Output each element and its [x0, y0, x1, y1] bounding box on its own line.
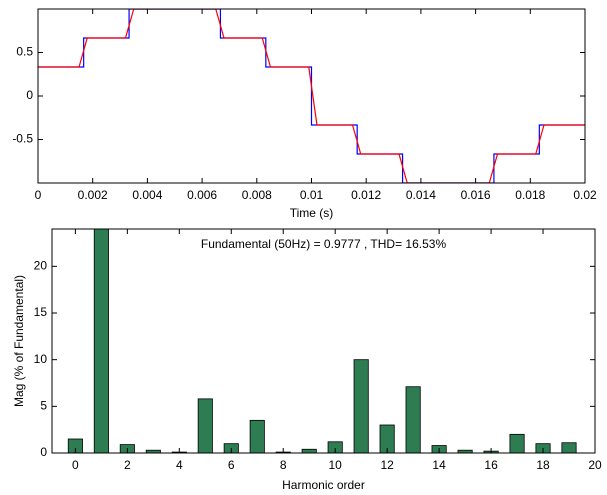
x-tick-label: 0.004: [132, 188, 162, 202]
bar: [301, 448, 317, 453]
x-tick-label: 0.014: [406, 188, 436, 202]
x-tick-label: 16: [484, 458, 498, 472]
line-series: [38, 9, 585, 183]
x-tick-label: 8: [280, 458, 287, 472]
bar: [353, 359, 369, 453]
x-tick-label: 14: [432, 458, 446, 472]
x-tick-label: 0.018: [515, 188, 545, 202]
y-tick-label: 15: [34, 305, 48, 319]
bar: [67, 438, 83, 453]
x-tick-label: 10: [329, 458, 343, 472]
y-tick-label: 20: [34, 259, 48, 273]
line-series: [38, 9, 585, 183]
bar: [457, 449, 473, 453]
bar: [145, 449, 161, 453]
x-tick-label: 4: [176, 458, 183, 472]
x-tick-label: 0.002: [78, 188, 108, 202]
y-tick-label: 10: [34, 352, 48, 366]
y-axis-label: Mag (% of Fundamental): [12, 275, 26, 407]
y-tick-label: 5: [40, 399, 47, 413]
x-tick-label: 0.006: [187, 188, 217, 202]
x-tick-label: 0.012: [351, 188, 381, 202]
x-tick-label: 12: [380, 458, 394, 472]
bar: [561, 442, 577, 453]
x-tick-label: 0.01: [300, 188, 324, 202]
x-axis-label: Time (s): [290, 206, 334, 220]
axes-box: [51, 228, 596, 454]
y-tick-label: -0.5: [12, 132, 33, 146]
plot-content: [38, 9, 585, 183]
x-tick-label: 0: [72, 458, 79, 472]
chart-title: Fundamental (50Hz) = 0.9777 , THD= 16.53…: [201, 237, 447, 251]
x-tick-label: 6: [228, 458, 235, 472]
bar: [379, 424, 395, 453]
x-tick-label: 20: [588, 458, 602, 472]
bar: [249, 419, 265, 453]
bar: [197, 398, 213, 453]
x-tick-label: 0: [35, 188, 42, 202]
x-tick-label: 0.008: [242, 188, 272, 202]
bar: [405, 386, 421, 453]
plot-area: [52, 229, 595, 453]
x-tick-label: 18: [536, 458, 550, 472]
x-tick-label: 0.02: [573, 188, 597, 202]
x-tick-label: 0.016: [461, 188, 491, 202]
x-tick-label: 2: [124, 458, 131, 472]
y-tick-label: 0.5: [16, 45, 33, 59]
y-tick-label: 0: [26, 88, 33, 102]
bar: [509, 433, 525, 453]
y-tick-label: 0: [40, 445, 47, 459]
x-axis-label: Harmonic order: [282, 478, 365, 492]
